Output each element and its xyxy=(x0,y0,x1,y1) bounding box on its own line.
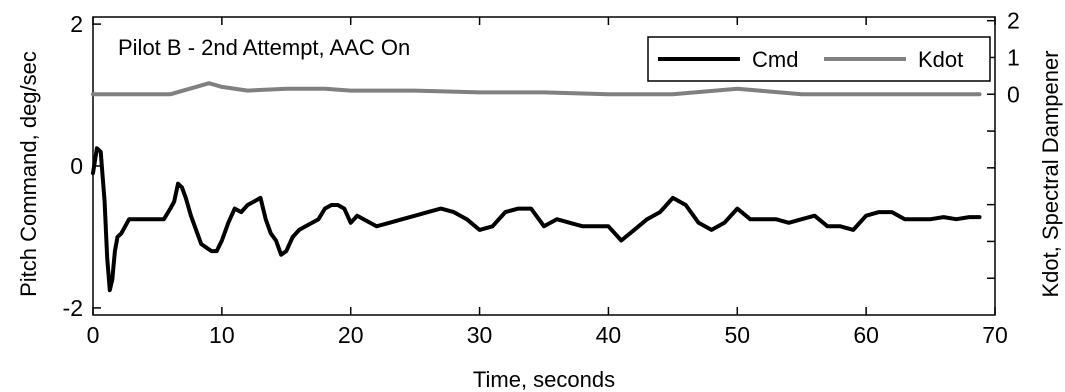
x-tick-label: 10 xyxy=(209,322,235,348)
legend-label-kdot: Kdot xyxy=(918,47,963,72)
x-tick-label: 70 xyxy=(982,322,1008,348)
y2-tick-label: 0 xyxy=(1007,81,1020,107)
series-line-cmd xyxy=(91,146,982,293)
y2-tick-label: 2 xyxy=(1007,8,1020,34)
chart-annotation: Pilot B - 2nd Attempt, AAC On xyxy=(118,35,410,60)
y2-tick-label: 1 xyxy=(1007,44,1020,70)
y-tick-label: 2 xyxy=(70,11,83,37)
legend-label-cmd: Cmd xyxy=(752,47,798,72)
x-tick-label: 30 xyxy=(467,322,493,348)
y-tick-label: 0 xyxy=(70,153,83,179)
x-tick-label: 20 xyxy=(338,322,364,348)
x-axis-label: Time, seconds xyxy=(473,367,615,392)
x-tick-label: 0 xyxy=(87,322,100,348)
series-line-kdot xyxy=(91,81,982,97)
x-tick-label: 40 xyxy=(596,322,622,348)
y2-axis-label: Kdot, Spectral Dampener xyxy=(1038,50,1063,297)
y-axis-label: Pitch Command, deg/sec xyxy=(16,51,41,297)
x-tick-label: 50 xyxy=(724,322,750,348)
x-tick-label: 60 xyxy=(853,322,879,348)
y-tick-label: -2 xyxy=(63,295,83,321)
